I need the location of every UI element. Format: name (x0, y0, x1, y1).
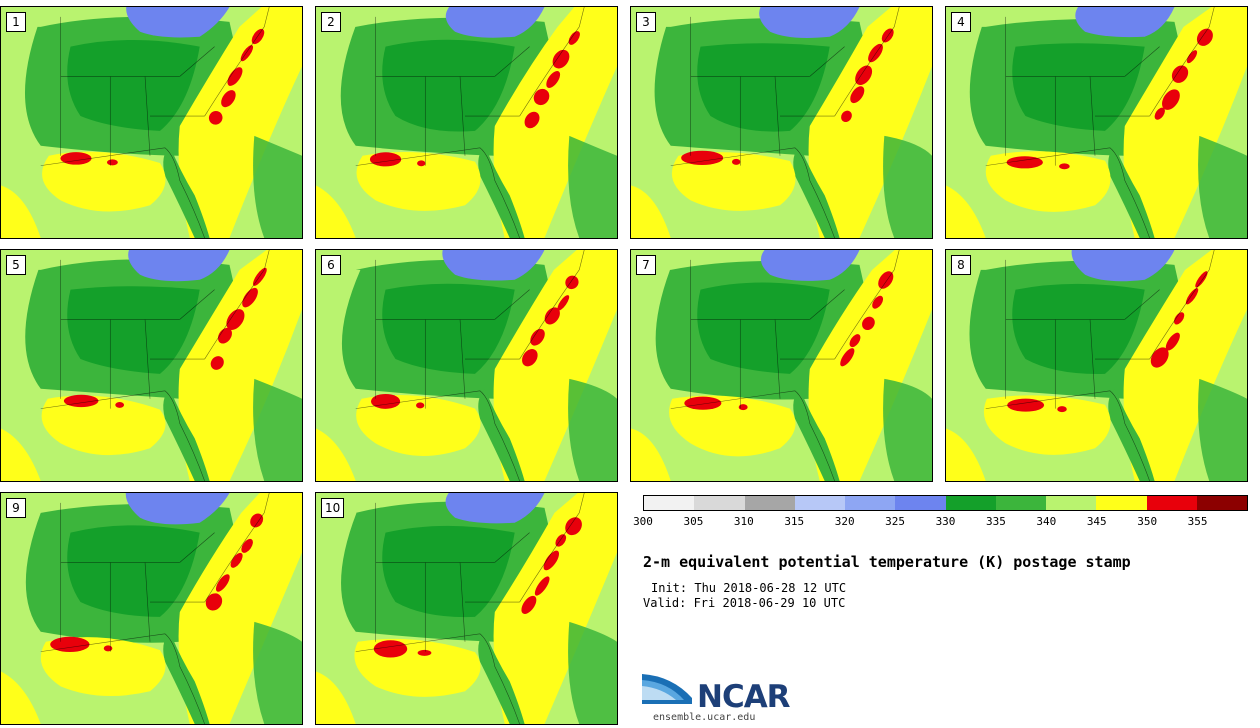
valid-time: Valid: Fri 2018-06-29 10 UTC (643, 596, 846, 610)
colorbar-segment (744, 496, 795, 510)
colorbar-segment (1146, 496, 1197, 510)
member-panel: 8 (945, 249, 1248, 482)
colorbar-segment (1096, 496, 1147, 510)
member-number: 1 (6, 12, 26, 32)
colorbar-segment (845, 496, 896, 510)
member-panel: 4 (945, 6, 1248, 239)
member-map (946, 250, 1247, 481)
member-number: 5 (6, 255, 26, 275)
member-panel: 7 (630, 249, 933, 482)
colorbar-tick-label: 345 (1086, 515, 1107, 528)
colorbar-segment (945, 496, 996, 510)
member-map (1, 250, 302, 481)
member-panel: 2 (315, 6, 618, 239)
member-number: 10 (321, 498, 345, 518)
colorbar-tick-label: 355 (1187, 515, 1208, 528)
member-panel: 6 (315, 249, 618, 482)
member-panel: 1 (0, 6, 303, 239)
colorbar-tick-label: 320 (834, 515, 855, 528)
colorbar (643, 495, 1248, 511)
member-number: 4 (951, 12, 971, 32)
member-number: 3 (636, 12, 656, 32)
colorbar-tick-label: 315 (784, 515, 805, 528)
figure-title: 2-m equivalent potential temperature (K)… (643, 553, 1131, 571)
ncar-logo-icon (642, 674, 692, 704)
ncar-logo-text: NCAR (697, 679, 791, 715)
member-panel: 5 (0, 249, 303, 482)
member-map (1, 7, 302, 238)
colorbar-tick-label: 330 (935, 515, 956, 528)
member-map (946, 7, 1247, 238)
colorbar-segment (1046, 496, 1097, 510)
colorbar-tick-label: 335 (985, 515, 1006, 528)
colorbar-tick-label: 310 (733, 515, 754, 528)
member-number: 7 (636, 255, 656, 275)
member-map (316, 250, 617, 481)
colorbar-segment (995, 496, 1046, 510)
colorbar-segment (794, 496, 845, 510)
member-panel: 3 (630, 6, 933, 239)
colorbar-segment (644, 496, 695, 510)
member-number: 9 (6, 498, 26, 518)
colorbar-tick-label: 340 (1036, 515, 1057, 528)
logo-url: ensemble.ucar.edu (653, 712, 756, 723)
colorbar-tick-label: 300 (633, 515, 653, 528)
member-map (631, 7, 932, 238)
member-map (316, 7, 617, 238)
member-map (631, 250, 932, 481)
colorbar-tick-label: 305 (683, 515, 704, 528)
member-panel: 10 (315, 492, 618, 725)
colorbar-segment (895, 496, 946, 510)
colorbar-tick-label: 350 (1137, 515, 1158, 528)
member-number: 8 (951, 255, 971, 275)
member-map (1, 493, 302, 724)
member-number: 2 (321, 12, 341, 32)
member-map (316, 493, 617, 724)
init-time: Init: Thu 2018-06-28 12 UTC (651, 581, 847, 595)
colorbar-tick-label: 325 (885, 515, 906, 528)
member-number: 6 (321, 255, 341, 275)
member-panel: 9 (0, 492, 303, 725)
colorbar-segment (694, 496, 745, 510)
colorbar-segment (1196, 496, 1247, 510)
